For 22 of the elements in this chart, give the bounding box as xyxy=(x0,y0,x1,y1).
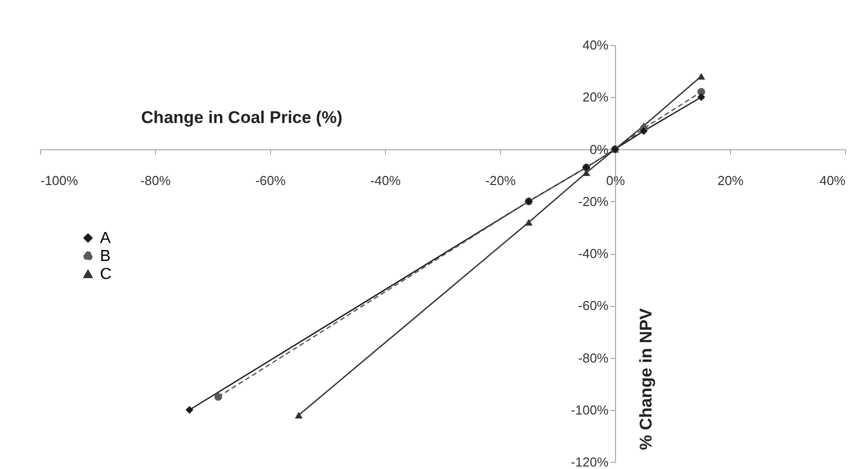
x-tick-label: -80% xyxy=(140,172,172,188)
y-tick-label: -80% xyxy=(578,350,609,366)
x-tick-label: -40% xyxy=(370,172,402,188)
legend-label: A xyxy=(100,230,111,247)
x-axis-title: Change in Coal Price (%) xyxy=(141,108,342,127)
y-tick-label: -100% xyxy=(570,402,609,418)
y-tick-label: -20% xyxy=(578,194,609,209)
y-tick-label: -120% xyxy=(570,454,609,469)
legend-label: C xyxy=(100,266,112,283)
x-tick-label: 20% xyxy=(717,172,744,188)
y-tick-label: 0% xyxy=(590,142,609,157)
legend-label: B xyxy=(100,248,111,265)
y-tick-label: 20% xyxy=(582,90,609,105)
x-tick-label: 0% xyxy=(606,172,626,188)
x-tick-label: -100% xyxy=(40,172,79,188)
x-tick-label: 40% xyxy=(819,172,846,188)
x-tick-label: -20% xyxy=(485,172,516,188)
y-tick-label: -60% xyxy=(578,298,609,314)
x-tick-label: -60% xyxy=(255,172,286,188)
y-axis-title: % Change in NPV xyxy=(636,308,656,450)
y-tick-label: -40% xyxy=(578,246,609,261)
y-tick-label: 40% xyxy=(582,38,609,52)
